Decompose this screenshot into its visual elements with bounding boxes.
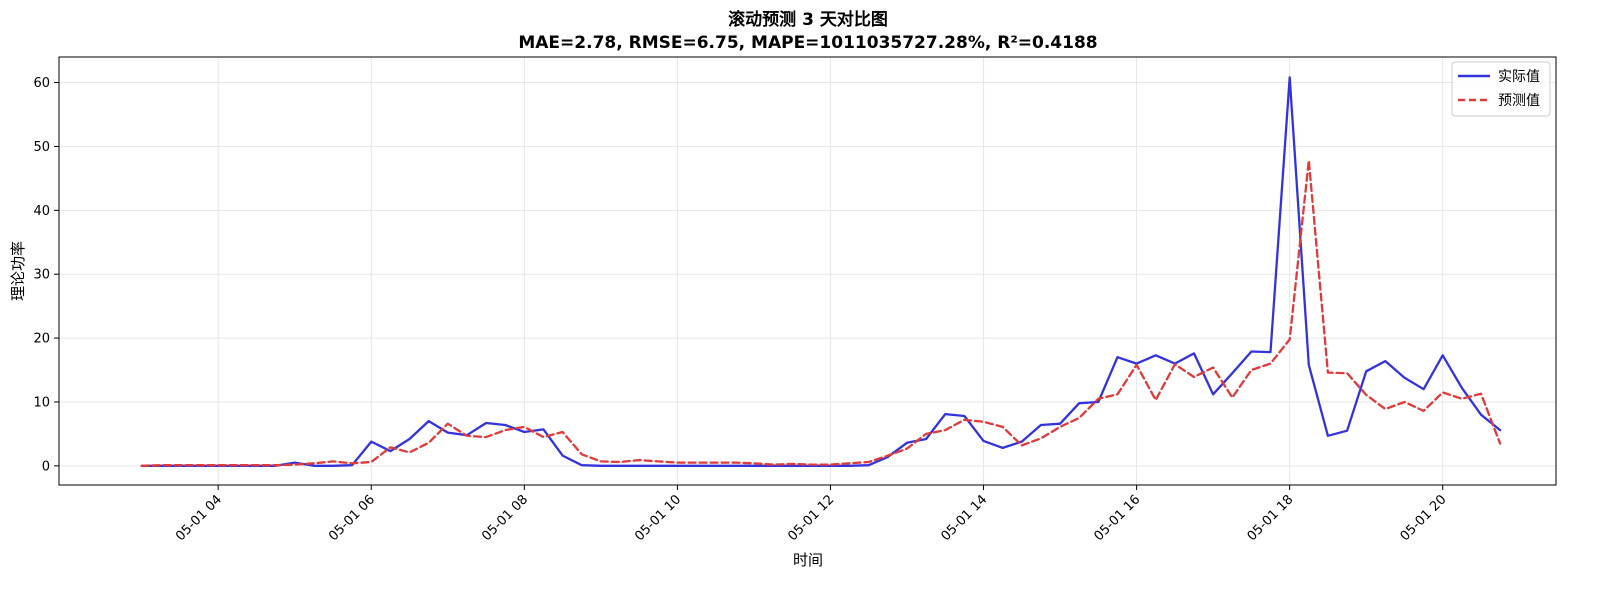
series-line-actual (140, 76, 1502, 467)
plot-area-frame (58, 56, 1557, 486)
y-tick-label: 50 (33, 140, 50, 155)
x-tick-label: 05-01 20 (1398, 492, 1450, 544)
y-tick-label: 20 (33, 332, 50, 347)
legend-label-actual: 实际值 (1498, 69, 1540, 85)
x-tick-label: 05-01 14 (938, 492, 990, 544)
x-tick-label: 05-01 06 (326, 492, 378, 544)
chart-subtitle: MAE=2.78, RMSE=6.75, MAPE=1011035727.28%… (518, 33, 1097, 53)
x-tick-label: 05-01 16 (1091, 492, 1143, 544)
grid-lines (59, 57, 1556, 485)
series-line-predicted (140, 159, 1502, 467)
chart-title: 滚动预测 3 天对比图 (728, 9, 888, 30)
y-axis-label: 理论功率 (9, 241, 27, 301)
series-group (140, 76, 1502, 467)
y-tick-label: 10 (33, 395, 50, 410)
x-tick-label: 05-01 04 (173, 492, 225, 544)
legend: 实际值 预测值 (1451, 61, 1551, 117)
x-axis-label: 时间 (793, 551, 823, 569)
x-tick-label: 05-01 08 (479, 492, 531, 544)
x-tick-label: 05-01 12 (785, 492, 837, 544)
y-tick-label: 30 (33, 268, 50, 283)
y-tick-label: 40 (33, 204, 50, 219)
y-tick-label: 0 (42, 459, 50, 474)
x-axis-ticks: 05-01 04 05-01 06 05-01 08 05-01 10 05-01 12… (173, 485, 1450, 544)
x-tick-label: 05-01 10 (632, 492, 684, 544)
x-tick-label: 05-01 18 (1245, 492, 1297, 544)
y-axis-ticks: 0 10 20 30 40 50 60 (33, 76, 59, 474)
y-tick-label: 60 (33, 76, 50, 91)
legend-label-predicted: 预测值 (1498, 93, 1540, 109)
